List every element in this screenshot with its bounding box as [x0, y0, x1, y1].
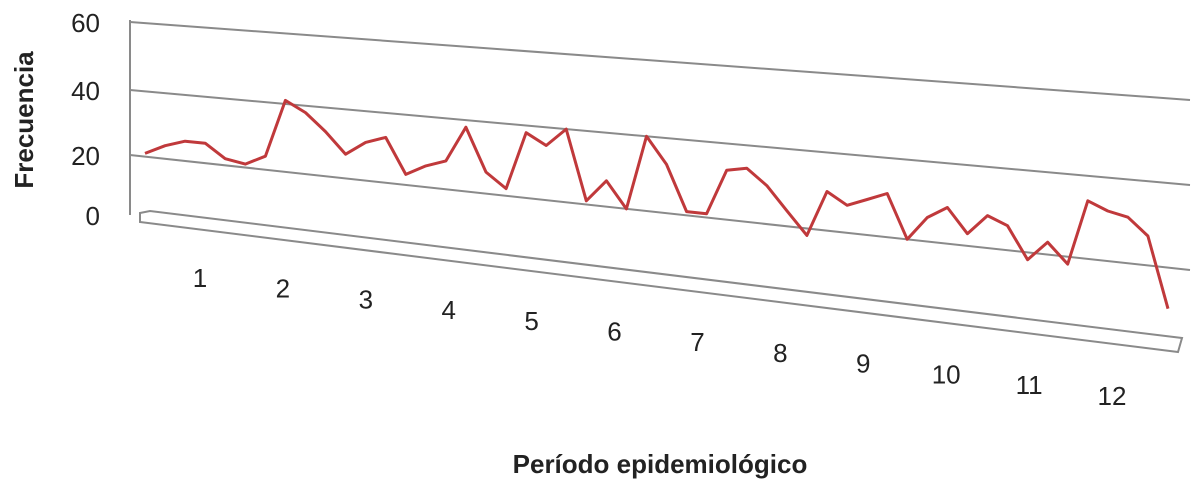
- y-tick-label: 60: [71, 8, 100, 38]
- y-tick-label: 0: [86, 201, 100, 231]
- x-tick-label: 6: [607, 317, 621, 347]
- grid-line: [129, 154, 1191, 271]
- y-axis-title: Frecuencia: [9, 51, 39, 189]
- x-tick-label: 9: [856, 349, 870, 379]
- x-tick-label: 2: [276, 274, 290, 304]
- x-tick-label: 10: [932, 359, 961, 389]
- x-tick-label: 1: [193, 263, 207, 293]
- y-tick-label: 20: [71, 141, 100, 171]
- x-tick-label: 5: [524, 306, 538, 336]
- floor: [139, 209, 1184, 354]
- data-line: [144, 98, 1170, 310]
- y-tick-label: 40: [71, 76, 100, 106]
- x-tick-label: 8: [773, 338, 787, 368]
- x-tick-label: 11: [1016, 370, 1043, 400]
- x-tick-label: 7: [690, 327, 704, 357]
- x-tick-label: 4: [441, 295, 455, 325]
- grid-line: [129, 89, 1191, 186]
- x-tick-label: 12: [1098, 381, 1127, 411]
- x-axis-title: Período epidemiológico: [513, 449, 808, 479]
- grid-line: [129, 21, 1191, 101]
- x-tick-label: 3: [359, 284, 373, 314]
